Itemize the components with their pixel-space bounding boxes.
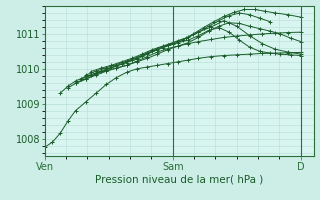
X-axis label: Pression niveau de la mer( hPa ): Pression niveau de la mer( hPa ) (95, 174, 263, 184)
